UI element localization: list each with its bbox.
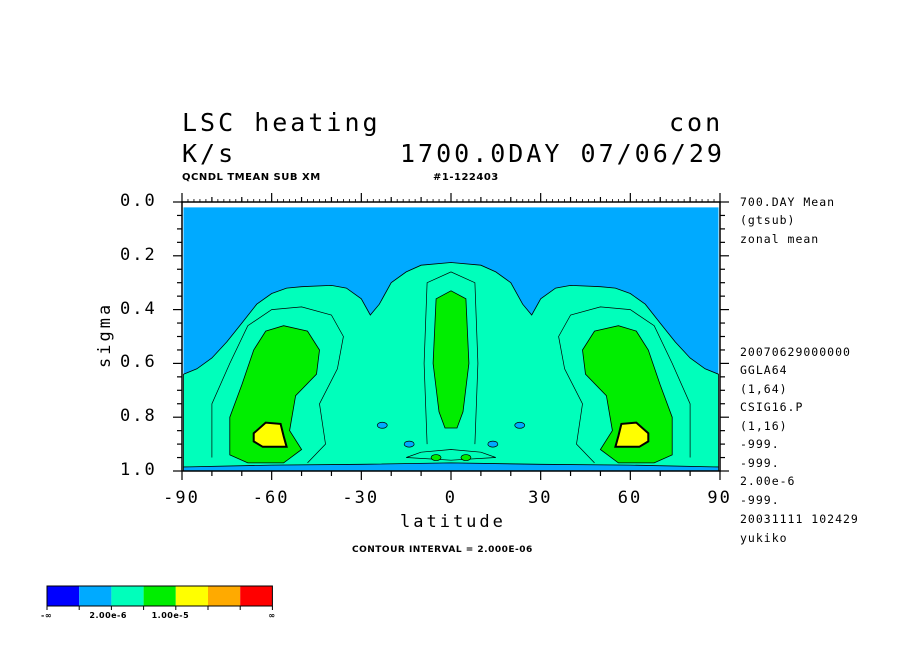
legend-label: 1.00e-5 <box>151 611 190 620</box>
side-meta-3: CSIG16.P <box>740 400 804 414</box>
contour-blob-0 <box>376 421 388 429</box>
contour-line-0 <box>211 306 344 464</box>
legend-swatch <box>143 586 176 606</box>
contour-line-2 <box>423 271 479 445</box>
contour-blob-4 <box>430 454 442 461</box>
x-tick-label: -30 <box>342 488 380 508</box>
y-tick-label: 0.2 <box>120 244 157 265</box>
side-meta-1: GGLA64 <box>740 363 788 377</box>
contour-blob-1 <box>514 421 526 429</box>
region-left-maximum <box>252 421 288 448</box>
contour-blob-5 <box>460 454 472 461</box>
y-tick-label: 0.0 <box>120 191 157 211</box>
x-tick-label: 60 <box>617 488 643 508</box>
side-meta-5: -999. <box>740 437 780 451</box>
legend-label: 2.00e-6 <box>89 611 127 620</box>
contour-blob-3 <box>487 440 499 448</box>
legend-label: ∞ <box>268 611 276 620</box>
y-tick-label: 0.4 <box>120 298 157 319</box>
legend-border <box>46 585 273 607</box>
side-meta-6: -999. <box>740 456 780 470</box>
contour-regions <box>183 207 719 472</box>
y-tick-label: 1.0 <box>120 460 157 480</box>
contour-blob-2 <box>403 440 415 448</box>
side-meta-7: 2.00e-6 <box>740 474 796 488</box>
axis-ticks <box>173 193 729 480</box>
side-note-0: 700.DAY Mean <box>740 195 836 209</box>
x-axis-label: latitude <box>400 512 506 532</box>
side-meta-9: 20031111 102429 <box>740 512 859 526</box>
side-meta-8: -999. <box>740 493 780 507</box>
legend-swatch <box>79 586 112 606</box>
chart-title-right: con <box>669 108 724 137</box>
x-tick-label: -60 <box>252 488 290 508</box>
side-note-1: (gtsub) <box>740 213 796 227</box>
y-tick-label: 0.6 <box>120 352 157 373</box>
contour-interval: CONTOUR INTERVAL = 2.000E-06 <box>352 545 533 555</box>
x-tick-label: 30 <box>528 488 553 508</box>
chart-title: LSC heating <box>182 108 381 137</box>
side-meta-0: 20070629000000 <box>740 345 851 359</box>
time-label: 1700.0DAY 07/06/29 <box>400 139 725 168</box>
side-meta-10: yukiko <box>740 531 788 545</box>
side-note-2: zonal mean <box>740 232 820 246</box>
x-tick-label: 90 <box>707 488 732 508</box>
legend-label: -∞ <box>41 611 52 620</box>
x-tick-label: -90 <box>163 488 200 508</box>
variable-label: QCNDL TMEAN SUB XM <box>182 172 321 183</box>
region-left-core-1-00e-5 <box>229 325 320 464</box>
legend-swatch <box>240 586 273 606</box>
legend-swatch <box>47 586 80 606</box>
run-id-label: #1-122403 <box>433 172 499 183</box>
region-equatorial-core-1-00e-5 <box>432 290 470 429</box>
side-meta-2: (1,64) <box>740 382 788 396</box>
color-legend <box>46 585 273 610</box>
x-tick-label: 0 <box>444 488 457 508</box>
legend-swatch <box>175 586 208 606</box>
units-label: K/s <box>182 139 237 168</box>
legend-swatch <box>111 586 144 606</box>
region-right-core-1-00e-5 <box>582 325 673 464</box>
contour-line-1 <box>558 306 691 464</box>
legend-swatch <box>208 586 241 606</box>
region-right-maximum <box>614 421 650 448</box>
y-tick-label: 0.8 <box>120 406 157 427</box>
side-meta-4: (1,16) <box>740 419 788 433</box>
contour-line-3 <box>406 449 496 461</box>
